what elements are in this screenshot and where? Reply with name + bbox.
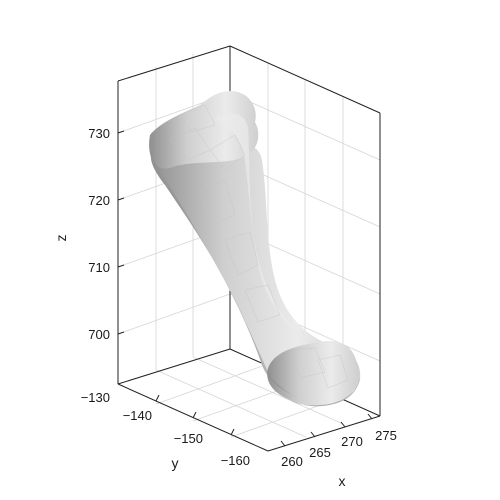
bone-shaft xyxy=(150,135,361,401)
box-top-left xyxy=(117,45,231,82)
z-axis-label: z xyxy=(53,235,69,242)
z-tick-label-710: 710 xyxy=(88,260,110,275)
box-floor-back-left xyxy=(117,348,231,385)
grid-floor-x1 xyxy=(155,363,269,405)
x-tick-label-275: 275 xyxy=(375,428,397,443)
y-tick-label-130: −130 xyxy=(81,390,110,405)
z-tick-label-720: 720 xyxy=(88,193,110,208)
tick-marks xyxy=(117,130,373,447)
y-tick-3 xyxy=(230,428,235,436)
x-tick-4 xyxy=(367,413,373,420)
box-floor-front-right xyxy=(267,415,381,452)
z-tick-label-730: 730 xyxy=(88,126,110,141)
z-tick-710 xyxy=(117,264,125,268)
bone-proximal-head xyxy=(149,91,259,169)
facet-5 xyxy=(244,284,281,323)
y-tick-label-150: −150 xyxy=(174,431,203,446)
x-tick-2 xyxy=(310,431,316,438)
z-tick-720 xyxy=(117,197,125,201)
x-tick-label-270: 270 xyxy=(341,434,363,449)
facet-3 xyxy=(199,179,236,226)
grid-floor-y1 xyxy=(155,369,307,438)
facet-7 xyxy=(317,354,349,389)
bone-surface xyxy=(149,91,361,407)
y-tick-2 xyxy=(192,411,197,419)
x-axis-label: x xyxy=(339,473,346,489)
box-top-right xyxy=(229,45,381,114)
facet-8 xyxy=(179,104,216,133)
grid-floor-y2 xyxy=(192,356,344,425)
z-tick-700 xyxy=(117,331,125,335)
x-tick-label-265: 265 xyxy=(309,445,331,460)
facet-4 xyxy=(224,231,259,276)
x-tick-3 xyxy=(340,421,346,428)
grid-z-left-700 xyxy=(117,293,231,335)
y-axis-label: y xyxy=(172,455,179,471)
z-tick-label-700: 700 xyxy=(88,327,110,342)
bone-distal-end xyxy=(267,340,359,407)
x-tick-1 xyxy=(280,440,286,447)
facet-6 xyxy=(289,347,326,379)
z-tick-730 xyxy=(117,130,125,134)
mesh-facets xyxy=(169,104,349,389)
x-tick-label-260: 260 xyxy=(281,454,303,469)
y-tick-label-140: −140 xyxy=(123,408,152,423)
y-tick-label-160: −160 xyxy=(221,453,250,468)
facet-2 xyxy=(209,134,246,171)
y-tick-1 xyxy=(155,394,160,402)
